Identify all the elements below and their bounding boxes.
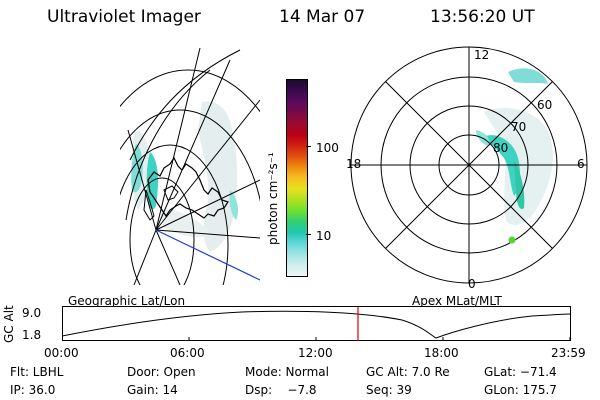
filter-info: Flt: LBHL: [10, 365, 64, 379]
date-label: 14 Mar 07: [279, 7, 366, 27]
mlat-label-60: 60: [537, 98, 553, 112]
glon-info: GLon: 175.7: [484, 383, 557, 397]
altitude-curve: [62, 310, 572, 339]
mlt-label-12: 12: [474, 48, 490, 62]
mlat-label-80: 80: [493, 141, 509, 155]
coastline: [147, 156, 229, 219]
colorbar-tick-100: 100: [316, 141, 339, 155]
door-info: Door: Open: [127, 365, 196, 379]
colorbar-unit-label: photon cm⁻²s⁻¹: [266, 152, 280, 245]
marker-dot: [508, 236, 516, 244]
timeline-y-tick-bottom: 1.8: [22, 328, 42, 342]
timeline-x-tick-1: 06:00: [170, 346, 205, 360]
glat-info: GLat: −71.4: [484, 365, 557, 379]
colorbar: [286, 79, 308, 277]
timeline-y-axis-label: GC Alt: [2, 305, 16, 343]
polar-plot: [350, 46, 588, 284]
mlt-label-6: 6: [577, 157, 585, 171]
ip-info: IP: 36.0: [10, 383, 56, 397]
instrument-title: Ultraviolet Imager: [47, 7, 201, 27]
timeline-x-tick-2: 12:00: [298, 346, 333, 360]
polar-aurora-patches: [476, 68, 553, 226]
timeline-x-tick-3: 18:00: [424, 346, 459, 360]
mlt-label-0: 0: [468, 277, 476, 291]
geo-aurora-patches: [131, 101, 238, 252]
gain-info: Gain: 14: [127, 383, 178, 397]
timeline-y-tick-top: 9.0: [22, 306, 42, 320]
gc-alt-info: GC Alt: 7.0 Re: [366, 365, 450, 379]
timeline-x-tick-4: 23:59: [551, 346, 586, 360]
mode-info: Mode: Normal: [245, 365, 329, 379]
timeline-right-label: Apex MLat/MLT: [412, 294, 502, 308]
mlat-label-70: 70: [511, 120, 527, 134]
geographic-plot: [120, 47, 260, 285]
seq-info: Seq: 39: [366, 383, 412, 397]
time-label: 13:56:20 UT: [430, 7, 535, 27]
mlt-label-18: 18: [346, 157, 362, 171]
colorbar-tick-10: 10: [316, 229, 332, 243]
timeline-plot: [62, 306, 572, 341]
dsp-info: Dsp: −7.8: [245, 383, 317, 397]
timeline-x-tick-0: 00:00: [44, 346, 79, 360]
timeline-left-label: Geographic Lat/Lon: [68, 294, 186, 308]
